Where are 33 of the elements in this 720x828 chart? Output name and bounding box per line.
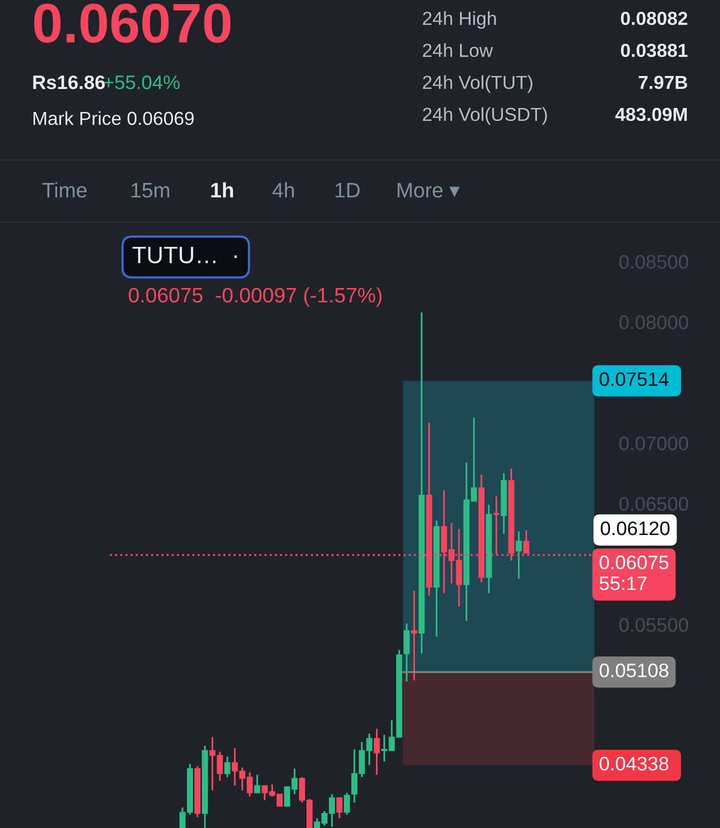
ref-line-label: 0.05108	[600, 664, 668, 678]
text: +55.04%	[104, 75, 180, 90]
candlestick	[336, 796, 342, 820]
band-label: 0.04338	[600, 756, 668, 771]
text: 7.97B	[638, 76, 688, 90]
text: 1h	[211, 182, 234, 198]
text: 15m	[132, 183, 170, 198]
chart-subtitle: Rs16.86	[33, 75, 105, 90]
ref-line-label: 0.06075 55:17	[600, 556, 668, 590]
text: 24h Low	[422, 43, 493, 58]
chart-title: 0.06070	[34, 4, 231, 43]
candlestick	[411, 590, 418, 682]
candlestick	[404, 622, 410, 682]
text: 4h	[272, 182, 294, 198]
text: 1D	[336, 183, 360, 198]
text: 24h Vol(USDT)	[422, 107, 547, 125]
candlestick	[224, 756, 230, 778]
text: 0.06120	[600, 521, 670, 536]
annotation: TUTU… ·	[132, 246, 237, 264]
candlestick	[516, 530, 522, 580]
candlestick	[344, 792, 350, 816]
candlestick	[374, 728, 380, 776]
candlestick	[254, 774, 260, 794]
text: Time	[42, 182, 87, 198]
band-label: 0.07514	[600, 372, 669, 386]
annotation: 0.06075 -0.00097 (-1.57%)	[128, 287, 382, 307]
text: 0.08082	[620, 12, 688, 26]
text: 24h High	[422, 11, 496, 29]
text: 24h Vol(TUT)	[422, 75, 532, 93]
text: Mark Price 0.06069	[34, 111, 194, 126]
text: 0.03881	[620, 44, 688, 58]
text: More ▾	[398, 183, 460, 198]
text: 483.09M	[615, 108, 687, 122]
